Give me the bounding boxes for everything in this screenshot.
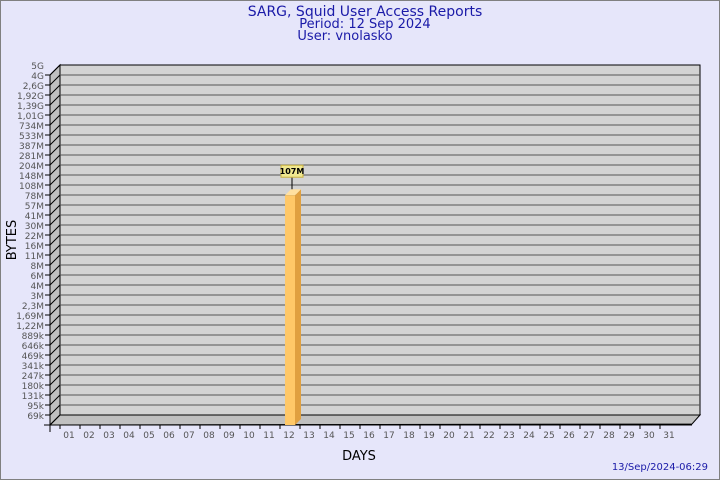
y-tick-label: 469k — [22, 352, 45, 362]
y-tick-label: 6M — [31, 272, 45, 282]
y-tick-label: 1,22M — [16, 322, 44, 332]
y-tick-label: 341k — [22, 362, 45, 372]
x-tick-label: 24 — [523, 431, 535, 441]
y-tick-label: 281M — [19, 152, 44, 162]
y-tick-label: 646k — [22, 342, 45, 352]
x-tick-label: 28 — [603, 431, 615, 441]
y-tick-label: 30M — [25, 222, 44, 232]
y-tick-label: 180k — [22, 382, 45, 392]
x-tick-label: 27 — [583, 431, 594, 441]
bar-label-box — [280, 164, 304, 178]
chart-user: User: vnolasko — [297, 29, 392, 44]
y-tick-label: 247k — [22, 372, 45, 382]
x-tick-label: 05 — [143, 431, 154, 441]
x-tick-label: 17 — [383, 431, 394, 441]
y-tick-label: 734M — [19, 122, 44, 132]
x-tick-label: 10 — [243, 431, 255, 441]
x-tick-label: 16 — [363, 431, 375, 441]
y-tick-label: 1,69M — [16, 312, 44, 322]
chart-title: SARG, Squid User Access Reports — [248, 4, 483, 20]
y-tick-label: 148M — [19, 172, 44, 182]
x-tick-label: 30 — [643, 431, 655, 441]
footer-timestamp: 13/Sep/2024-06:29 — [612, 462, 708, 473]
x-tick-label: 29 — [623, 431, 635, 441]
bar — [285, 195, 295, 425]
bar-side — [295, 189, 301, 425]
y-tick-label: 889k — [22, 332, 45, 342]
x-tick-label: 11 — [263, 431, 274, 441]
plot-floor — [48, 414, 702, 426]
x-tick-label: 13 — [303, 431, 314, 441]
y-tick-label: 11M — [25, 252, 44, 262]
x-tick-label: 09 — [223, 431, 235, 441]
x-tick-label: 04 — [123, 431, 135, 441]
plot-side-wall — [49, 63, 61, 427]
bar-label: 107M — [280, 167, 305, 176]
x-tick-label: 02 — [83, 431, 94, 441]
x-tick-label: 21 — [463, 431, 474, 441]
bar-top — [285, 189, 301, 196]
y-tick-label: 5G — [31, 62, 44, 72]
x-tick-label: 18 — [403, 431, 415, 441]
y-tick-label: 108M — [19, 182, 44, 192]
y-tick-label: 8M — [31, 262, 45, 272]
y-axis-label: BYTES — [5, 220, 20, 261]
y-tick-label: 2,6G — [23, 82, 44, 92]
x-tick-label: 15 — [343, 431, 354, 441]
y-tick-label: 78M — [25, 192, 44, 202]
x-tick-label: 19 — [423, 431, 435, 441]
x-tick-label: 03 — [103, 431, 114, 441]
x-tick-label: 06 — [163, 431, 175, 441]
x-tick-label: 23 — [503, 431, 514, 441]
y-tick-label: 4M — [31, 282, 45, 292]
x-tick-label: 12 — [283, 431, 294, 441]
y-tick-label: 533M — [19, 132, 44, 142]
chart-period: Period: 12 Sep 2024 — [299, 17, 430, 32]
x-tick-label: 01 — [63, 431, 74, 441]
y-tick-label: 3M — [31, 292, 45, 302]
y-tick-label: 387M — [19, 142, 44, 152]
plot-back-wall — [59, 64, 701, 416]
x-tick-label: 25 — [543, 431, 554, 441]
x-tick-label: 08 — [203, 431, 215, 441]
x-tick-label: 31 — [663, 431, 674, 441]
y-tick-label: 95k — [27, 402, 44, 412]
y-tick-label: 4G — [31, 72, 44, 82]
y-tick-label: 204M — [19, 162, 44, 172]
y-tick-label: 2,3M — [22, 302, 44, 312]
x-tick-label: 07 — [183, 431, 194, 441]
y-tick-label: 16M — [25, 242, 44, 252]
y-tick-label: 22M — [25, 232, 44, 242]
y-tick-label: 1,92G — [17, 92, 44, 102]
y-tick-label: 1,01G — [17, 112, 44, 122]
y-tick-label: 41M — [25, 212, 44, 222]
x-tick-label: 20 — [443, 431, 455, 441]
y-tick-label: 69k — [27, 412, 44, 422]
x-axis-label: DAYS — [342, 449, 376, 464]
x-tick-label: 26 — [563, 431, 575, 441]
y-tick-label: 1,39G — [17, 102, 44, 112]
y-tick-label: 57M — [25, 202, 44, 212]
y-tick-label: 131k — [22, 392, 45, 402]
x-tick-label: 14 — [323, 431, 335, 441]
x-tick-label: 22 — [483, 431, 494, 441]
